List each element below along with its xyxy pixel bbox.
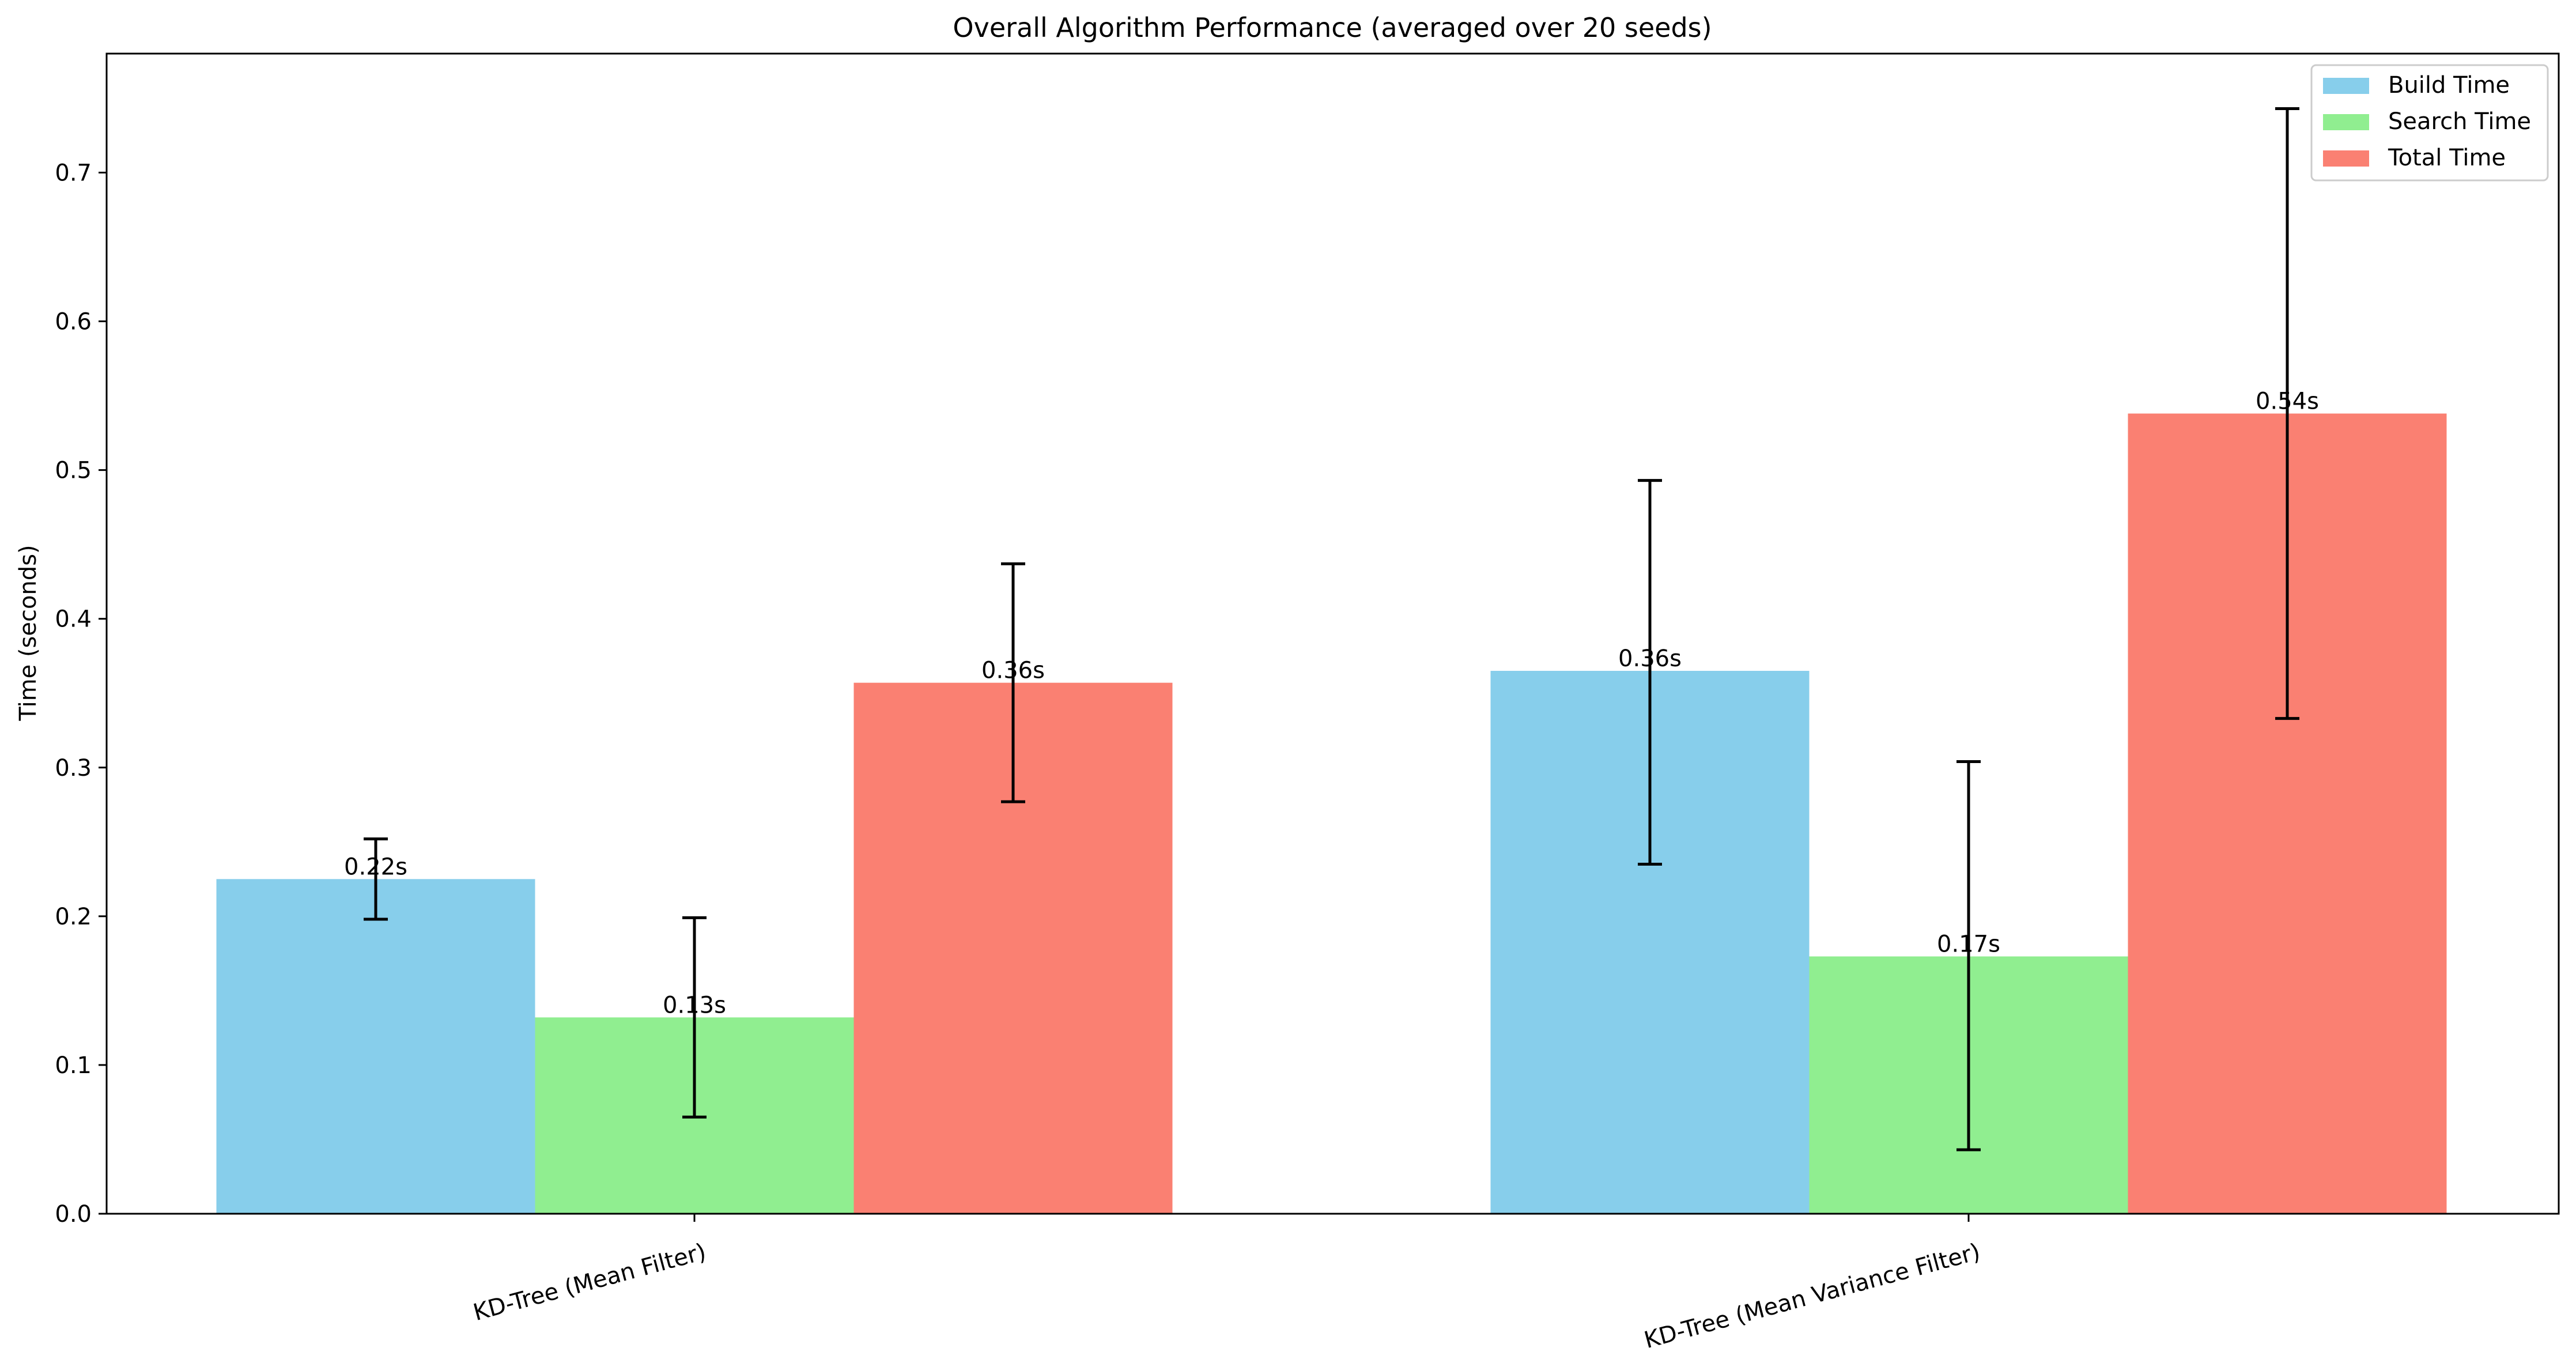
legend-label: Search Time <box>2388 108 2531 135</box>
y-axis: 0.0 0.1 0.2 0.3 0.4 0.5 0.6 0.7 <box>55 160 107 1228</box>
data-label: 0.17s <box>1937 931 2000 958</box>
y-tick-label: 0.3 <box>55 755 92 781</box>
y-tick-label: 0.2 <box>55 904 92 930</box>
data-label: 0.13s <box>663 992 726 1018</box>
x-tick-label: KD-Tree (Mean Variance Filter) <box>1641 1239 1983 1354</box>
error-bars-layer <box>364 107 2299 1151</box>
data-label: 0.36s <box>981 658 1045 684</box>
x-tick-label: KD-Tree (Mean Filter) <box>470 1239 709 1326</box>
legend-swatch <box>2323 114 2369 130</box>
legend-swatch <box>2323 78 2369 94</box>
legend-label: Total Time <box>2388 145 2506 171</box>
legend-swatch <box>2323 150 2369 167</box>
y-tick-label: 0.5 <box>55 458 92 484</box>
x-axis: KD-Tree (Mean Filter) KD-Tree (Mean Varia… <box>470 1214 1983 1354</box>
plot-area-frame <box>105 52 2560 1215</box>
y-tick-label: 0.6 <box>55 309 92 335</box>
y-tick-label: 0.4 <box>55 606 92 633</box>
bar-build-time-0 <box>216 879 535 1214</box>
y-tick-label: 0.7 <box>55 160 92 186</box>
legend-label: Build Time <box>2388 72 2510 99</box>
legend-box <box>2310 64 2549 182</box>
legend: Build Time Search Time Total Time <box>2310 64 2549 182</box>
data-label: 0.22s <box>344 854 407 880</box>
data-labels-layer: 0.22s 0.36s 0.13s 0.17s 0.36s 0.54s <box>344 388 2319 1019</box>
data-label: 0.36s <box>1618 645 1682 672</box>
chart-title: Overall Algorithm Performance (averaged … <box>953 12 1712 43</box>
y-tick-label: 0.0 <box>55 1201 92 1228</box>
data-label: 0.54s <box>2256 388 2319 415</box>
y-tick-label: 0.1 <box>55 1052 92 1079</box>
y-axis-label: Time (seconds) <box>15 545 41 721</box>
bars-layer <box>216 413 2447 1214</box>
